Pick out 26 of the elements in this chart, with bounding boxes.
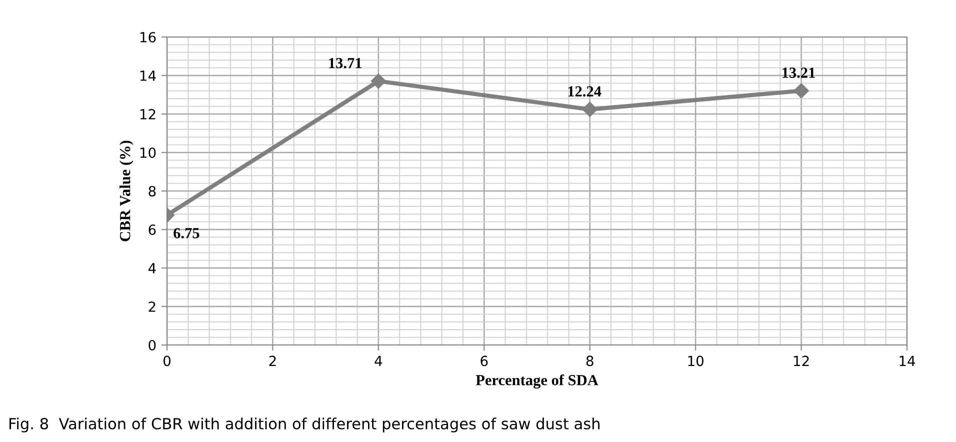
y-tick-label: 2: [148, 301, 156, 312]
caption: Fig. 8 Variation of CBR with addition of different percentages of saw dust ash: [10, 418, 600, 432]
x-tick-label: 2: [269, 356, 276, 366]
x-tick-label: 14: [900, 356, 916, 366]
y-tick-label: 10: [140, 147, 156, 158]
x-axis-title: Percentage of SDA: [476, 374, 598, 389]
y-tick-label: 0: [148, 340, 156, 350]
y-tick-label: 8: [148, 186, 156, 196]
y-tick-label: 16: [140, 32, 156, 42]
data-label: 12.24: [568, 86, 602, 97]
x-tick-label: 8: [586, 356, 594, 366]
data-label: 6.75: [174, 228, 200, 238]
data-label: 13.21: [782, 68, 815, 78]
x-tick-label: 4: [374, 356, 382, 366]
point: [794, 83, 809, 98]
y-tick-label: 4: [148, 263, 156, 274]
y-axis-title: CBR Value (%): [120, 140, 134, 242]
x-tick-label: 0: [163, 356, 170, 366]
x-tick-label: 6: [480, 356, 488, 366]
x-tick-label: 10: [688, 356, 704, 366]
x-tick-label: 12: [794, 356, 809, 366]
point: [582, 102, 598, 117]
y-tick-label: 14: [140, 70, 156, 81]
data-label: 13.71: [329, 58, 362, 68]
y-tick-label: 12: [140, 108, 156, 120]
y-tick-label: 6: [148, 224, 156, 235]
